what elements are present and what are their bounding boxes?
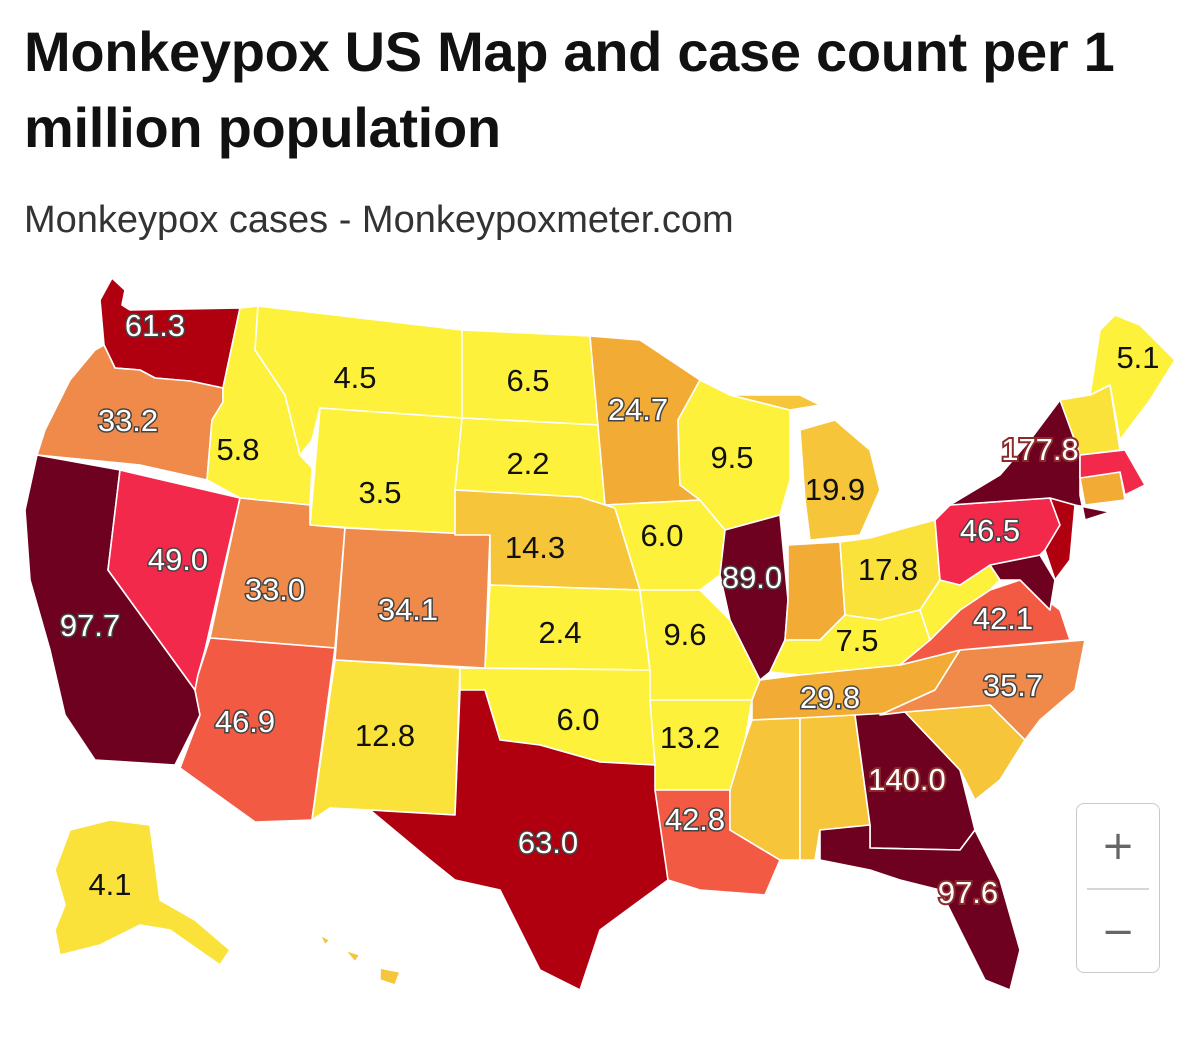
state-value-label-wi: 9.5 xyxy=(710,440,753,475)
state-value-label-ks: 2.4 xyxy=(538,615,581,650)
state-value-label-nm: 12.8 xyxy=(355,718,415,753)
state-az[interactable] xyxy=(179,637,336,823)
state-value-label-mn: 24.7 xyxy=(608,392,668,427)
state-value-label-sd: 2.2 xyxy=(506,446,549,481)
state-value-label-or: 33.2 xyxy=(98,403,158,438)
state-value-label-wa: 61.3 xyxy=(125,308,185,343)
state-value-label-ky: 7.5 xyxy=(835,623,878,658)
state-value-label-ut: 33.0 xyxy=(245,572,305,607)
state-value-label-pa: 46.5 xyxy=(960,513,1020,548)
state-value-label-ny: 177.8 xyxy=(1001,432,1079,467)
state-value-label-id: 5.8 xyxy=(216,432,259,467)
chart-title: Monkeypox US Map and case count per 1 mi… xyxy=(24,20,1115,159)
chart-subtitle: Monkeypox cases - Monkeypoxmeter.com xyxy=(24,199,734,241)
value-labels: 61.3 33.2 97.7 49.0 5.8 4.5 3.5 33.0 46.9 34.1 12.… xyxy=(58,307,1159,913)
state-ny[interactable] xyxy=(949,399,1111,521)
state-value-label-ar: 13.2 xyxy=(660,720,720,755)
state-il[interactable] xyxy=(719,514,789,681)
state-vt-nh[interactable] xyxy=(1059,384,1121,456)
zoom-out-button[interactable]: − xyxy=(1101,908,1135,955)
state-value-label-ia: 6.0 xyxy=(640,518,683,553)
state-value-label-oh: 17.8 xyxy=(858,552,918,587)
state-value-label-nc: 35.7 xyxy=(983,668,1043,703)
state-value-label-nv: 49.0 xyxy=(148,542,208,577)
map-zoom-control: + − xyxy=(1076,803,1160,973)
state-value-label-mt: 4.5 xyxy=(333,360,376,395)
state-value-label-fl: 97.6 xyxy=(938,875,998,910)
state-me[interactable] xyxy=(1089,314,1176,441)
state-mi[interactable] xyxy=(729,394,881,541)
state-value-label-ga: 140.0 xyxy=(868,762,946,797)
us-choropleth-map[interactable]: 61.3 33.2 97.7 49.0 5.8 4.5 3.5 33.0 46.9 34.1 12.… xyxy=(0,262,1200,1059)
state-value-label-tn: 29.8 xyxy=(800,680,860,715)
zoom-in-button[interactable]: + xyxy=(1101,823,1135,869)
state-value-label-wy: 3.5 xyxy=(358,475,401,510)
state-value-label-mi: 19.9 xyxy=(805,472,865,507)
state-wy[interactable] xyxy=(309,407,463,536)
state-hi[interactable] xyxy=(319,934,401,986)
state-value-label-ca: 97.7 xyxy=(60,608,120,643)
zoom-divider xyxy=(1087,888,1149,890)
state-value-label-la: 42.8 xyxy=(665,802,725,837)
state-ma[interactable] xyxy=(1079,449,1146,496)
state-value-label-il: 89.0 xyxy=(722,560,782,595)
state-fl[interactable] xyxy=(819,824,1021,991)
state-value-label-mo: 9.6 xyxy=(663,617,706,652)
state-value-label-az: 46.9 xyxy=(215,704,275,739)
state-wi[interactable] xyxy=(677,379,791,531)
state-tx[interactable] xyxy=(369,689,669,991)
state-value-label-ak: 4.1 xyxy=(88,867,131,902)
state-value-label-co: 34.1 xyxy=(378,592,438,627)
state-ak[interactable] xyxy=(54,819,231,966)
state-value-label-ne: 14.3 xyxy=(505,530,565,565)
state-value-label-me: 5.1 xyxy=(1116,340,1159,375)
state-value-label-va: 42.1 xyxy=(973,601,1033,636)
state-value-label-tx: 63.0 xyxy=(518,825,578,860)
state-value-label-nd: 6.5 xyxy=(506,363,549,398)
state-value-label-ok: 6.0 xyxy=(556,702,599,737)
states-layer xyxy=(24,277,1176,991)
